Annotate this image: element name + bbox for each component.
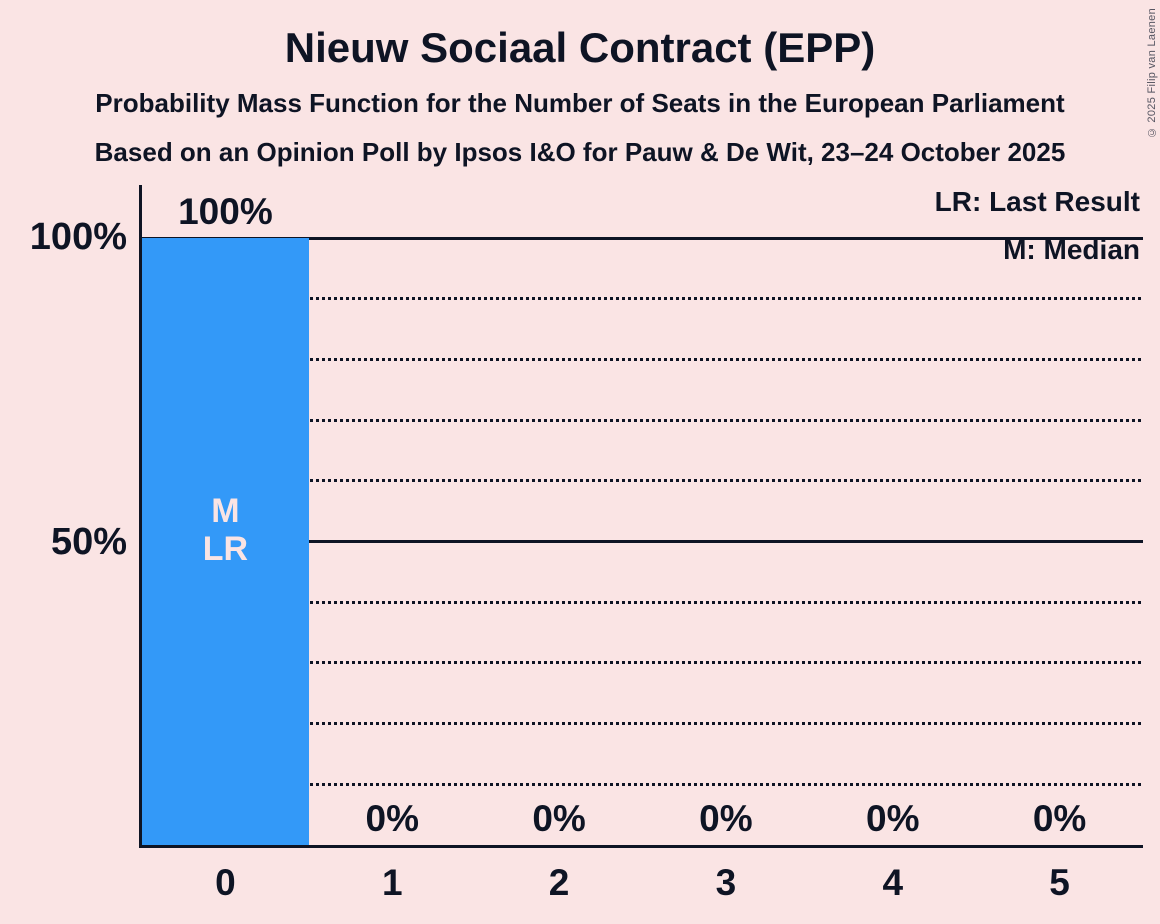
chart-subtitle-line2: Based on an Opinion Poll by Ipsos I&O fo…: [94, 137, 1066, 167]
bar-value-label-5: 0%: [1032, 798, 1087, 839]
gridline-dotted-10: [142, 782, 1143, 786]
gridline-solid-100: [142, 236, 1143, 240]
x-tick-label-1: 1: [381, 862, 403, 903]
bar-value-label-3: 0%: [699, 798, 753, 839]
x-tick-label-4: 4: [882, 862, 904, 903]
bar-value-label-1: 0%: [365, 798, 419, 839]
gridline-solid-50: [142, 540, 1143, 543]
chart-title: Nieuw Sociaal Contract (EPP): [284, 24, 876, 71]
y-axis-label-100: 100%: [29, 216, 127, 258]
bar-annotation-median-lastresult: M LR: [202, 491, 249, 568]
y-axis-label-50: 50%: [50, 521, 127, 563]
bar-value-label-0: 100%: [178, 191, 273, 232]
gridline-dotted-60: [142, 479, 1143, 483]
copyright-note: © 2025 Filip van Laenen: [1146, 8, 1158, 139]
bar-value-label-2: 0%: [532, 798, 586, 839]
x-tick-label-2: 2: [548, 862, 570, 903]
gridline-dotted-70: [142, 418, 1143, 422]
x-tick-label-5: 5: [1049, 862, 1070, 903]
gridline-dotted-90: [142, 297, 1143, 301]
gridline-dotted-80: [142, 357, 1143, 361]
x-tick-label-0: 0: [215, 862, 236, 903]
plot-area: 100% 0% 0% 0% 0% 0% M LR: [139, 185, 1143, 848]
chart-subtitle-line1: Probability Mass Function for the Number…: [95, 88, 1065, 118]
gridline-dotted-20: [142, 722, 1143, 726]
legend-last-result: LR: Last Result: [934, 186, 1140, 217]
gridline-dotted-30: [142, 661, 1143, 665]
gridline-dotted-40: [142, 600, 1143, 604]
x-tick-label-3: 3: [715, 862, 737, 903]
bar-value-label-4: 0%: [866, 798, 920, 839]
bar-seats-0: [142, 238, 309, 845]
